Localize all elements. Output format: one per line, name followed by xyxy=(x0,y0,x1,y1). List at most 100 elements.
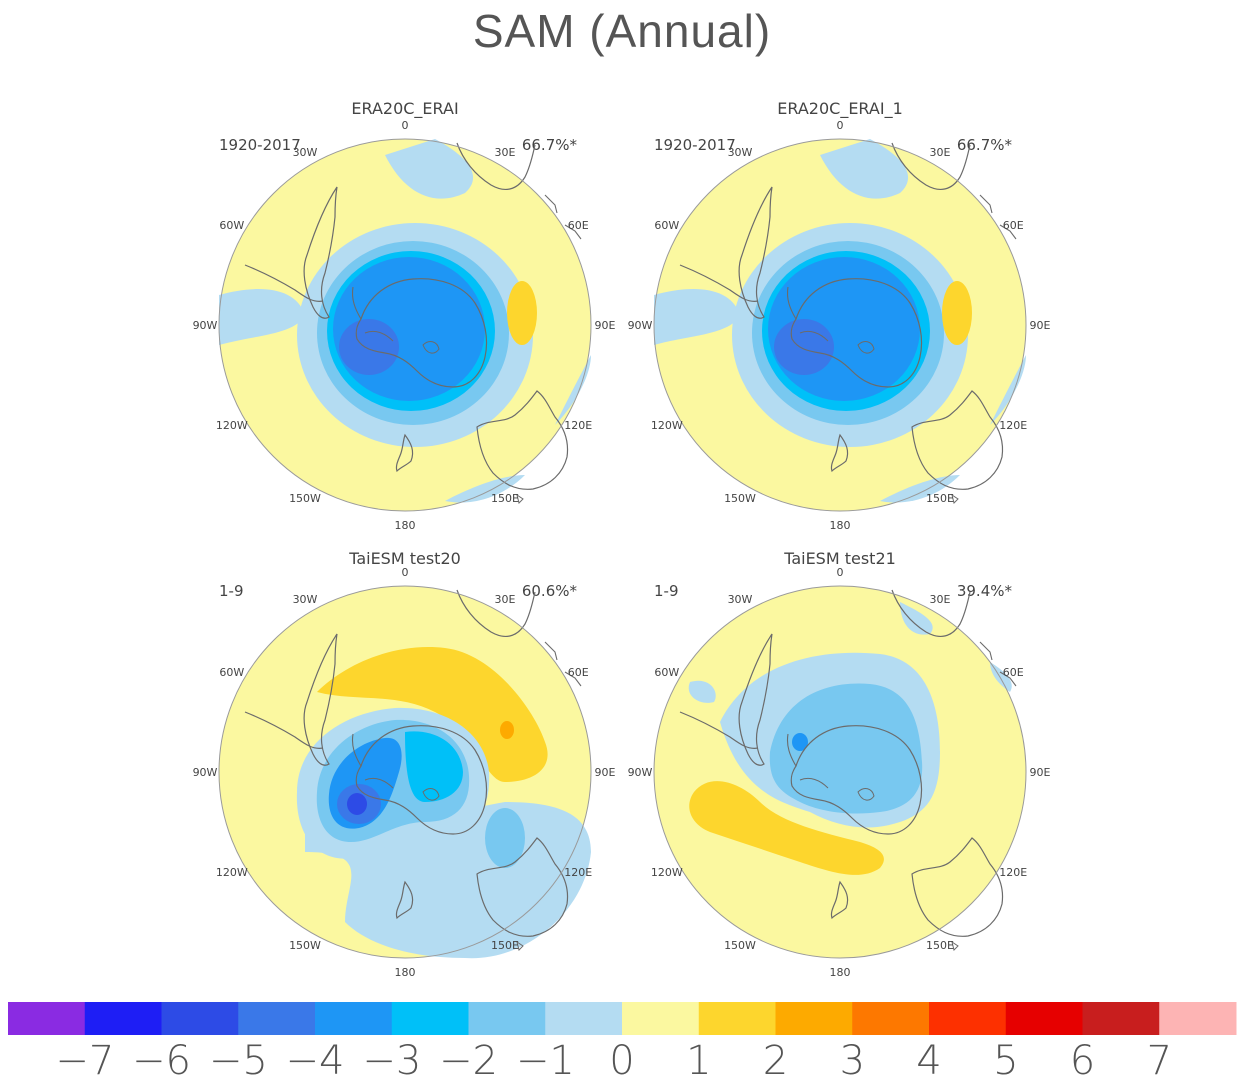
longitude-label: 30W xyxy=(728,146,753,159)
longitude-label: 30W xyxy=(293,146,318,159)
longitude-label: 60E xyxy=(1003,666,1024,679)
colorbar-swatch xyxy=(852,1002,930,1035)
colorbar-swatch xyxy=(775,1002,853,1035)
longitude-label: 90E xyxy=(1030,766,1051,779)
panel-period: 1920-2017 xyxy=(654,136,736,154)
longitude-label: 150W xyxy=(289,939,321,952)
longitude-label: 60W xyxy=(654,666,679,679)
colorbar-tick-label: 0 xyxy=(609,1038,634,1082)
panel-taiesm-test21: TaiESM test21 1-9 39.4%* 0 30E 60E 90E 120E 1… xyxy=(628,549,1051,979)
panel-era20c-erai: ERA20C_ERAI 1920-2017 66.7%* 0 30E 60E 90E 1… xyxy=(193,99,616,532)
longitude-label: 120E xyxy=(999,866,1027,879)
longitude-label: 30W xyxy=(728,593,753,606)
colorbar-tick-label: −1 xyxy=(516,1038,575,1082)
panel-variance: 60.6%* xyxy=(522,582,578,600)
colorbar-swatch xyxy=(545,1002,623,1035)
panel-era20c-erai-1: ERA20C_ERAI_1 1920-2017 66.7%* 0 30E 60E 90… xyxy=(628,99,1051,532)
panel-period: 1920-2017 xyxy=(219,136,301,154)
longitude-label: 150W xyxy=(724,492,756,505)
colorbar-tick-label: 5 xyxy=(993,1038,1018,1082)
longitude-label: 60W xyxy=(219,666,244,679)
panel-title: ERA20C_ERAI xyxy=(351,99,458,119)
longitude-label: 30E xyxy=(495,593,516,606)
longitude-label: 0 xyxy=(402,119,409,132)
longitude-label: 120E xyxy=(564,419,592,432)
longitude-label: 60E xyxy=(1003,219,1024,232)
longitude-label: 120W xyxy=(651,419,683,432)
longitude-labels: 0 30E 60E 90E 120E 150E 180 150W 120W 90W 60W 30W xyxy=(628,566,1051,979)
colorbar-swatch xyxy=(391,1002,469,1035)
colorbar xyxy=(8,1002,1237,1035)
longitude-label: 30E xyxy=(930,146,951,159)
longitude-label: 120W xyxy=(216,419,248,432)
colorbar-swatch xyxy=(84,1002,162,1035)
colorbar-tick-label: 4 xyxy=(916,1038,941,1082)
longitude-labels: 0 30E 60E 90E 120E 150E 180 150W 120W 90W 60W 30W xyxy=(628,119,1051,532)
longitude-label: 150W xyxy=(289,492,321,505)
longitude-label: 180 xyxy=(830,519,851,532)
longitude-label: 90W xyxy=(628,319,653,332)
longitude-labels: 0 30E 60E 90E 120E 150E 180 150W 120W 90W 60W 30W xyxy=(193,566,616,979)
longitude-label: 90W xyxy=(628,766,653,779)
panel-period: 1-9 xyxy=(654,582,679,600)
longitude-label: 150W xyxy=(724,939,756,952)
colorbar-swatch xyxy=(8,1002,86,1035)
panel-title: TaiESM test21 xyxy=(783,549,896,568)
colorbar-tick-label: 1 xyxy=(686,1038,711,1082)
colorbar-tick-label: −5 xyxy=(209,1038,268,1082)
colorbar-swatch xyxy=(161,1002,239,1035)
panel-title: TaiESM test20 xyxy=(348,549,461,568)
longitude-label: 180 xyxy=(830,966,851,979)
colorbar-tick-label: 7 xyxy=(1147,1038,1172,1082)
colorbar-swatch xyxy=(698,1002,776,1035)
longitude-label: 90E xyxy=(1030,319,1051,332)
longitude-label: 30W xyxy=(293,593,318,606)
longitude-label: 60W xyxy=(219,219,244,232)
longitude-label: 0 xyxy=(402,566,409,579)
panel-taiesm-test20: TaiESM test20 1-9 60.6%* 0 30E 60E 90E 120E 1… xyxy=(193,549,616,979)
colorbar-tick-label: 6 xyxy=(1070,1038,1095,1082)
colorbar-tick-label: −7 xyxy=(55,1038,114,1082)
longitude-label: 60W xyxy=(654,219,679,232)
longitude-label: 120E xyxy=(999,419,1027,432)
longitude-label: 90W xyxy=(193,319,218,332)
longitude-label: 180 xyxy=(395,966,416,979)
colorbar-swatch xyxy=(238,1002,316,1035)
longitude-label: 150E xyxy=(491,492,519,505)
panel-period: 1-9 xyxy=(219,582,244,600)
colorbar-swatch xyxy=(1082,1002,1160,1035)
longitude-label: 120W xyxy=(216,866,248,879)
colorbar-tick-label: 3 xyxy=(840,1038,865,1082)
longitude-label: 60E xyxy=(568,219,589,232)
colorbar-swatch xyxy=(1005,1002,1083,1035)
figure-title: SAM (Annual) xyxy=(472,5,772,57)
longitude-label: 90W xyxy=(193,766,218,779)
longitude-label: 30E xyxy=(495,146,516,159)
longitude-label: 120E xyxy=(564,866,592,879)
longitude-label: 120W xyxy=(651,866,683,879)
colorbar-tick-label: −3 xyxy=(362,1038,421,1082)
colorbar-tick-labels: −7 −6 −5 −4 −3 −2 −1 0 1 2 3 4 5 6 7 xyxy=(55,1038,1172,1082)
longitude-label: 0 xyxy=(837,119,844,132)
colorbar-swatch xyxy=(468,1002,546,1035)
panel-title: ERA20C_ERAI_1 xyxy=(777,99,902,119)
longitude-label: 90E xyxy=(595,319,616,332)
longitude-label: 60E xyxy=(568,666,589,679)
longitude-labels: 0 30E 60E 90E 120E 150E 180 150W 120W 90W 60W 30W xyxy=(193,119,616,532)
colorbar-swatch xyxy=(622,1002,700,1035)
colorbar-swatch xyxy=(315,1002,393,1035)
colorbar-tick-label: −6 xyxy=(132,1038,191,1082)
longitude-label: 150E xyxy=(926,492,954,505)
colorbar-tick-label: −2 xyxy=(439,1038,498,1082)
colorbar-tick-label: −4 xyxy=(286,1038,345,1082)
longitude-label: 150E xyxy=(926,939,954,952)
panel-variance: 66.7%* xyxy=(957,136,1013,154)
longitude-label: 150E xyxy=(491,939,519,952)
longitude-label: 180 xyxy=(395,519,416,532)
longitude-label: 30E xyxy=(930,593,951,606)
panel-variance: 39.4%* xyxy=(957,582,1013,600)
longitude-label: 90E xyxy=(595,766,616,779)
colorbar-swatch xyxy=(929,1002,1007,1035)
colorbar-tick-label: 2 xyxy=(763,1038,788,1082)
